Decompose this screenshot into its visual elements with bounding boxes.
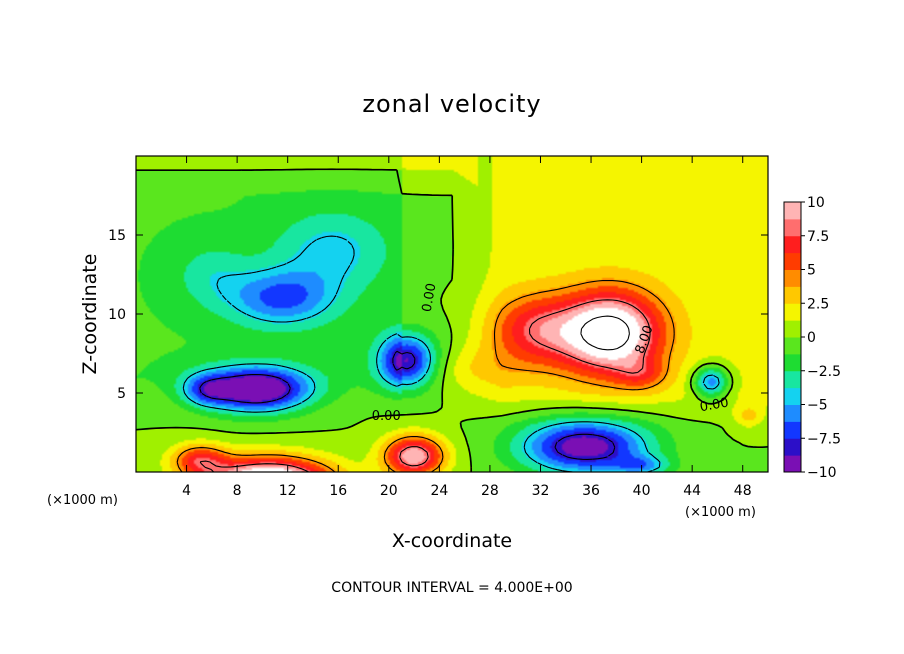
x-unit-right: (×1000 m)	[685, 505, 756, 520]
colorbar-swatch	[784, 370, 801, 389]
contour-label-3: 0.00	[699, 395, 730, 415]
colorbar-tick-label: 0	[807, 330, 816, 346]
colorbar-swatch	[784, 218, 801, 237]
colorbar-swatch	[784, 404, 801, 422]
contour-lines	[135, 168, 769, 473]
colorbar-swatch	[784, 438, 801, 456]
x-tick-label: 24	[430, 483, 448, 499]
contour-level-8	[199, 299, 651, 473]
contour-level-12	[580, 315, 630, 351]
contour-level-neg8	[199, 350, 616, 460]
x-tick-label: 32	[532, 483, 550, 499]
colorbar-tick-label: 2.5	[807, 296, 829, 312]
colorbar-tick-label: −10	[807, 465, 837, 481]
colorbar-swatch	[784, 303, 801, 321]
colorbar-tick-label: 10	[807, 195, 825, 211]
contour-level-0	[135, 168, 769, 472]
contour-labels: 0.000.008.000.00	[372, 282, 730, 424]
colorbar-swatch	[784, 337, 801, 355]
x-tick-label: 28	[481, 483, 499, 499]
y-tick-label: 15	[108, 228, 126, 244]
colorbar-swatch	[784, 269, 801, 287]
x-tick-label: 36	[582, 483, 600, 499]
y-tick-label: 5	[117, 386, 126, 402]
colorbar-swatch	[784, 252, 801, 270]
x-axis-label: X-coordinate	[392, 530, 512, 552]
colorbar-tick-label: 7.5	[807, 229, 829, 245]
y-axis-ticks: 5 10 15	[108, 228, 768, 402]
contour-level-4	[176, 279, 675, 473]
colorbar-swatch	[784, 202, 801, 220]
contour-level-neg4	[182, 235, 720, 473]
x-tick-label: 16	[329, 483, 347, 499]
y-tick-label: 10	[108, 307, 126, 323]
colorbar: 10 7.5 5 2.5 0 −2.5 −5 −7.5 −10	[783, 195, 841, 481]
x-tick-label: 12	[279, 483, 297, 499]
x-tick-label: 44	[683, 483, 701, 499]
colorbar-tick-label: 5	[807, 263, 816, 279]
x-tick-label: 8	[233, 483, 242, 499]
contour-interval-note: CONTOUR INTERVAL = 4.000E+00	[331, 580, 572, 596]
colorbar-swatch	[784, 421, 801, 439]
x-tick-label: 40	[633, 483, 651, 499]
plot-area: 0.000.008.000.00 4 8 12 16 20 24 28 32 36 40 44 48 …	[108, 155, 769, 499]
colorbar-swatch	[784, 235, 801, 254]
x-tick-label: 48	[734, 483, 752, 499]
colorbar-tick-label: −7.5	[807, 431, 841, 447]
colorbar-swatch	[784, 353, 801, 372]
contour-label-0: 0.00	[420, 282, 440, 313]
colorbar-swatch	[784, 320, 801, 338]
chart-title: zonal velocity	[362, 90, 541, 118]
x-tick-label: 20	[380, 483, 398, 499]
colorbar-swatch	[784, 286, 801, 304]
colorbar-swatch	[784, 455, 801, 473]
colorbar-tick-label: −2.5	[807, 364, 841, 380]
y-axis-label: Z-coordinate	[79, 254, 101, 375]
colorbar-swatch	[784, 387, 801, 405]
x-unit-left: (×1000 m)	[47, 493, 118, 508]
x-axis-ticks: 4 8 12 16 20 24 28 32 36 40 44 48	[182, 156, 752, 499]
x-tick-label: 4	[182, 483, 191, 499]
contour-label-1: 0.00	[372, 409, 401, 424]
colorbar-tick-label: −5	[807, 398, 828, 414]
